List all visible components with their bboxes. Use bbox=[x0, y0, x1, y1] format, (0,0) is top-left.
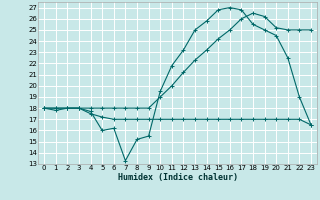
X-axis label: Humidex (Indice chaleur): Humidex (Indice chaleur) bbox=[118, 173, 238, 182]
